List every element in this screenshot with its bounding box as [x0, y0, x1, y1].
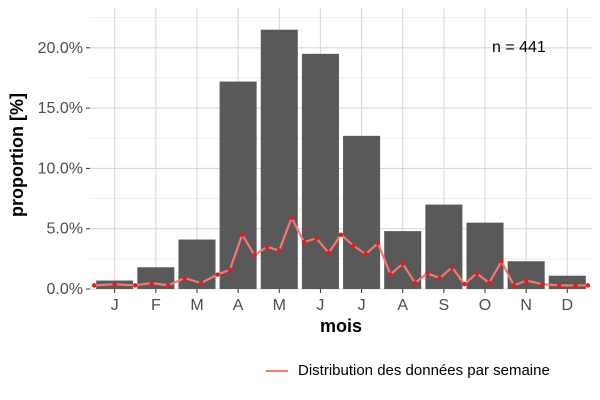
weekly-point	[523, 278, 529, 283]
weekly-point	[112, 281, 117, 287]
weekly-point	[264, 244, 270, 249]
x-tick-label: S	[439, 297, 450, 314]
x-tick-label: J	[358, 297, 366, 314]
weekly-point	[277, 248, 282, 253]
bar-j-6	[343, 135, 381, 289]
x-tick-label: M	[190, 297, 203, 314]
weekly-point	[301, 239, 307, 245]
weekly-point	[326, 250, 331, 256]
weekly-point	[227, 267, 233, 272]
weekly-point	[363, 251, 368, 257]
weekly-point	[585, 283, 591, 288]
weekly-point	[499, 259, 504, 264]
y-axis-title: proportion [%]	[7, 93, 27, 217]
bar-a-3	[219, 81, 257, 289]
x-tick-label: N	[520, 297, 532, 314]
y-tick-label: 20.0%	[38, 40, 83, 57]
weekly-point	[486, 280, 492, 286]
weekly-point	[462, 281, 467, 287]
weekly-point	[437, 275, 442, 281]
weekly-point	[474, 271, 479, 276]
weekly-point	[91, 283, 97, 288]
weekly-point	[388, 272, 393, 277]
y-tick-label: 5.0%	[47, 221, 83, 238]
x-axis-title: mois	[320, 316, 362, 336]
x-tick-label: J	[111, 297, 119, 314]
y-tick-label: 10.0%	[38, 160, 83, 177]
x-tick-label: O	[479, 297, 491, 314]
weekly-point	[375, 240, 381, 246]
weekly-point	[252, 253, 257, 258]
x-tick-label: M	[273, 297, 286, 314]
legend: Distribution des données par semaine	[266, 362, 550, 379]
weekly-point	[425, 271, 430, 276]
weekly-point	[165, 283, 171, 288]
weekly-point	[149, 280, 154, 286]
weekly-point	[400, 261, 405, 266]
weekly-point	[449, 265, 455, 270]
weekly-point	[182, 275, 187, 281]
legend-label: Distribution des données par semaine	[298, 362, 550, 379]
y-tick-label: 15.0%	[38, 100, 83, 117]
x-tick-label: D	[562, 297, 574, 314]
weekly-point	[511, 283, 517, 288]
weekly-point	[412, 280, 418, 286]
weekly-point	[556, 283, 562, 288]
weekly-point	[573, 283, 578, 288]
weekly-point	[215, 272, 220, 277]
bar-a-7	[384, 231, 422, 289]
weekly-point	[338, 232, 344, 237]
y-tick-labels: 0.0% 5.0% 10.0% 15.0% 20.0%	[38, 40, 90, 298]
weekly-point	[314, 236, 319, 241]
x-tick-label: A	[233, 297, 244, 314]
annotation-n: n = 441	[492, 39, 546, 56]
weekly-point	[198, 280, 204, 286]
legend-line-key	[266, 369, 288, 372]
weekly-point	[351, 243, 356, 248]
weekly-point	[133, 283, 138, 288]
minor-gridlines	[90, 17, 592, 260]
weekly-point	[540, 281, 545, 287]
bar-s-8	[425, 204, 463, 289]
bar-j-5	[301, 53, 339, 290]
bar-d-11	[548, 275, 586, 289]
weekly-distribution-line	[91, 215, 591, 288]
y-tick-label: 0.0%	[47, 281, 83, 298]
weekly-point	[240, 232, 245, 237]
weekly-point	[289, 215, 294, 221]
x-tick-label: J	[316, 297, 324, 314]
x-tick-label: A	[397, 297, 408, 314]
x-tick-label: F	[151, 297, 161, 314]
bars	[96, 29, 586, 290]
